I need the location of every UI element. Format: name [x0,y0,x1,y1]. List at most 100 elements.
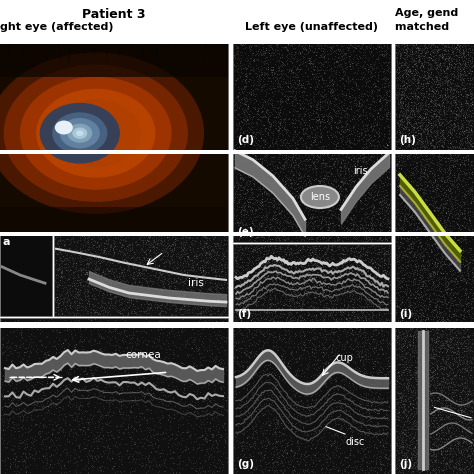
Point [299,88,306,96]
Point [180,250,188,257]
Point [288,379,295,387]
Point [293,65,301,73]
Point [269,216,276,223]
Point [162,291,170,299]
Point [447,138,455,146]
Point [172,276,180,284]
Point [367,141,375,149]
Point [79,392,86,400]
Point [467,297,474,304]
Point [131,302,139,310]
Point [195,466,202,474]
Point [423,125,431,132]
Point [447,348,455,356]
Point [85,420,92,428]
Point [370,132,378,140]
Point [328,151,336,158]
Point [298,184,306,191]
Point [361,281,369,288]
Point [403,154,411,162]
Point [274,324,282,331]
Point [368,255,376,263]
Point [383,115,391,122]
Point [370,395,378,403]
Point [449,69,457,77]
Point [431,259,439,266]
Point [147,359,155,366]
Point [181,369,188,377]
Point [106,405,114,413]
Point [359,244,366,251]
Point [250,305,258,313]
Point [429,199,437,207]
Point [196,403,204,410]
Point [247,126,255,133]
Point [348,292,356,300]
Point [411,456,419,463]
Point [287,274,295,282]
Point [248,219,255,227]
Point [243,230,251,237]
Point [277,164,284,171]
Text: a: a [3,237,10,247]
Point [337,444,344,452]
Point [423,196,431,204]
Point [442,401,449,409]
Point [431,51,439,59]
Point [406,300,413,307]
Point [424,389,431,396]
Point [273,163,281,171]
Point [68,234,76,242]
Point [428,398,436,406]
Point [181,274,189,282]
Point [438,105,445,112]
Point [310,74,317,82]
Point [448,212,456,219]
Point [264,438,272,446]
Point [196,266,204,274]
Point [393,57,401,64]
Point [326,44,333,51]
Point [246,169,253,176]
Point [77,354,84,361]
Point [398,347,406,355]
Point [434,175,442,182]
Point [232,188,239,195]
Point [261,224,269,231]
Point [107,244,114,251]
Point [329,211,337,219]
Point [422,206,430,214]
Point [71,368,78,376]
Point [406,133,414,141]
Point [440,343,448,350]
Point [134,369,141,377]
Point [428,201,435,208]
Point [453,251,461,259]
Point [302,392,310,399]
Point [455,100,463,108]
Point [335,365,343,373]
Point [330,106,338,114]
Point [301,332,308,339]
Point [404,195,411,202]
Point [381,47,388,55]
Point [237,409,245,417]
Point [158,269,165,276]
Point [415,118,422,126]
Point [132,295,139,303]
Point [421,165,428,173]
Point [417,385,425,393]
Point [230,97,238,104]
Point [255,307,262,314]
Point [292,160,300,168]
Point [32,324,39,332]
Point [468,252,474,260]
Point [138,410,146,417]
Point [421,401,429,409]
Point [154,240,161,248]
Point [290,200,298,208]
Point [59,428,66,436]
Point [421,279,428,286]
Point [350,216,358,224]
Point [348,431,356,439]
